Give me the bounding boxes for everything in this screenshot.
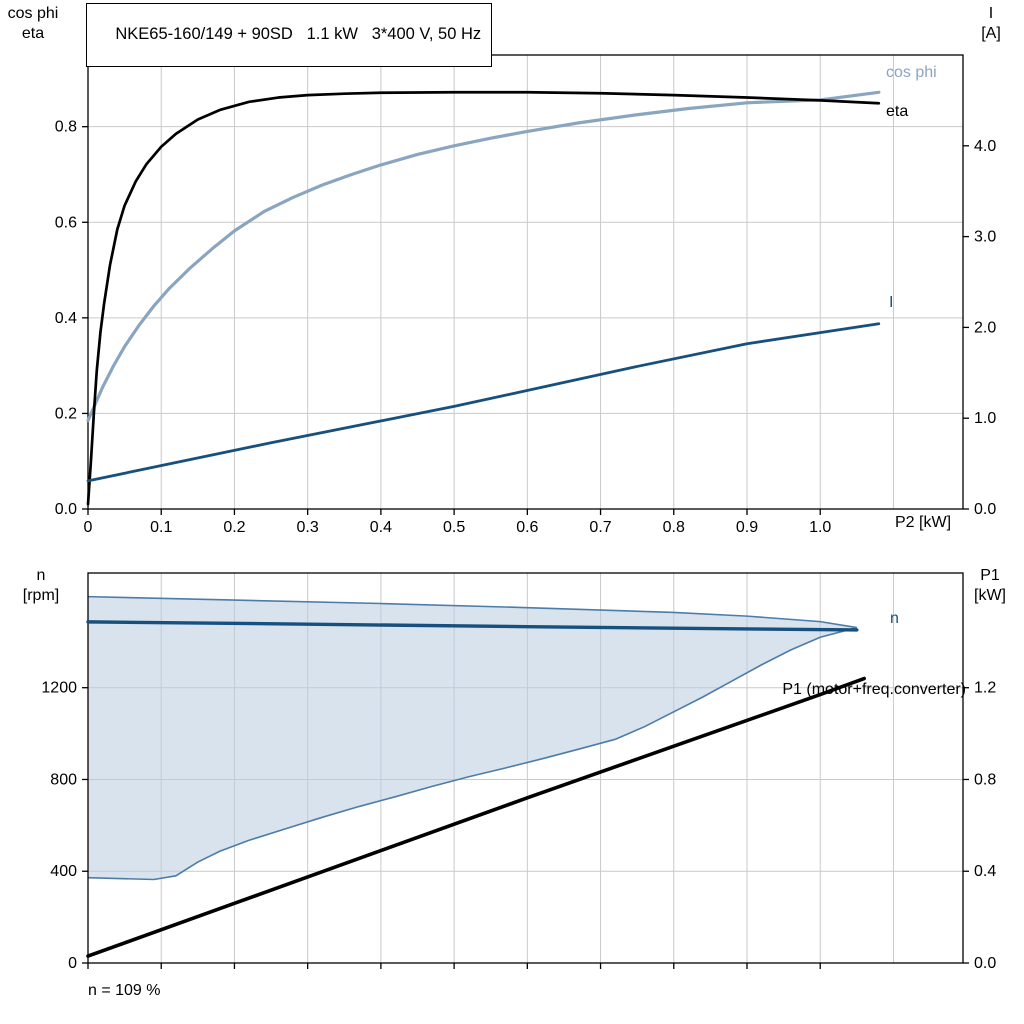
- bottom-right-axis-label: P1 [kW]: [962, 566, 1018, 606]
- tick-labels: 0 0.1 0.2 0.3 0.4 0.5 0.6 0.7 0.8 0.9 1.0 0.0 0.2 0.4…: [55, 119, 997, 536]
- top-left-axis-label: cos phi eta: [2, 4, 64, 44]
- speed-percent-note: n = 109 %: [88, 982, 161, 999]
- tick-labels: 0 400 800 1200 0.0 0.4 0.8 1.2: [41, 680, 996, 972]
- y-left-tick-label: 0.4: [55, 310, 77, 327]
- x-tick-label: 0.1: [150, 519, 172, 536]
- x-tick-label: 0.4: [370, 519, 392, 536]
- current-axis-label: I: [988, 5, 994, 22]
- speed-control-range-upper-bound: [87, 595, 857, 629]
- eta-curve-label: eta: [886, 103, 909, 120]
- x-tick-label: 0.8: [663, 519, 685, 536]
- y-left-tick-label: 0.6: [55, 214, 77, 231]
- y-right-tick-label: 3.0: [974, 229, 996, 246]
- cos-phi-axis-label: cos phi: [7, 5, 59, 22]
- speed-axis-label: n: [36, 567, 46, 584]
- n-curve-label: n: [890, 610, 899, 627]
- y-right-tick-label: 2.0: [974, 319, 996, 336]
- axis-ticks: [82, 126, 969, 515]
- p1-curve-label: P1 (motor+freq.converter): [782, 681, 966, 698]
- x-tick-label: 0: [84, 519, 93, 536]
- x-tick-label: 1.0: [809, 519, 831, 536]
- plot-frame: [87, 572, 964, 964]
- y-left-tick-label: 800: [50, 771, 77, 788]
- eta-axis-label: eta: [21, 25, 45, 42]
- speed-control-range-lower-bound: [87, 626, 858, 881]
- y-left-tick-label: 0: [68, 955, 77, 972]
- chart-title-box: NKE65-160/149 + 90SD 1.1 kW 3*400 V, 50 …: [86, 3, 493, 67]
- series-n: [86, 620, 859, 632]
- p1-axis-unit: [kW]: [974, 587, 1006, 604]
- y-right-tick-label: 4.0: [974, 138, 996, 155]
- y-left-tick-label: 0.8: [55, 119, 77, 136]
- cos-phi-curve-label: cos phi: [886, 64, 937, 81]
- y-right-tick-label: 1.0: [974, 410, 996, 427]
- axis-ticks: [82, 687, 969, 969]
- chart-title: NKE65-160/149 + 90SD 1.1 kW 3*400 V, 50 …: [115, 25, 482, 43]
- y-left-tick-label: 400: [50, 863, 77, 880]
- x-axis-label: P2 [kW]: [895, 514, 952, 531]
- gridlines: [88, 55, 963, 509]
- x-tick-label: 0.9: [736, 519, 758, 536]
- series-current: [86, 322, 881, 483]
- x-tick-label: 0.6: [516, 519, 538, 536]
- p1-axis-label: P1: [980, 567, 1000, 584]
- current-curve-label: I: [889, 294, 894, 311]
- y-left-tick-label: 0.2: [55, 405, 77, 422]
- speed-control-range-area: [88, 596, 857, 880]
- x-tick-label: 0.2: [223, 519, 245, 536]
- series-eta: [86, 90, 881, 506]
- y-right-tick-label: 0.0: [974, 955, 996, 972]
- y-right-tick-label: 1.2: [974, 680, 996, 697]
- x-tick-label: 0.7: [589, 519, 611, 536]
- bottom-left-axis-label: n [rpm]: [12, 566, 70, 606]
- y-left-tick-label: 0.0: [55, 501, 77, 518]
- current-axis-unit: [A]: [981, 25, 1001, 42]
- y-right-tick-label: 0.4: [974, 863, 996, 880]
- y-left-tick-label: 1200: [41, 680, 77, 697]
- series-cos-phi: [86, 90, 881, 423]
- speed-axis-unit: [rpm]: [22, 587, 60, 604]
- top-right-axis-label: I [A]: [966, 4, 1016, 44]
- y-right-tick-label: 0.0: [974, 501, 996, 518]
- x-tick-label: 0.5: [443, 519, 465, 536]
- x-tick-label: 0.3: [297, 519, 319, 536]
- y-right-tick-label: 0.8: [974, 771, 996, 788]
- series-p1: [86, 676, 866, 958]
- plot-frame: [87, 54, 964, 510]
